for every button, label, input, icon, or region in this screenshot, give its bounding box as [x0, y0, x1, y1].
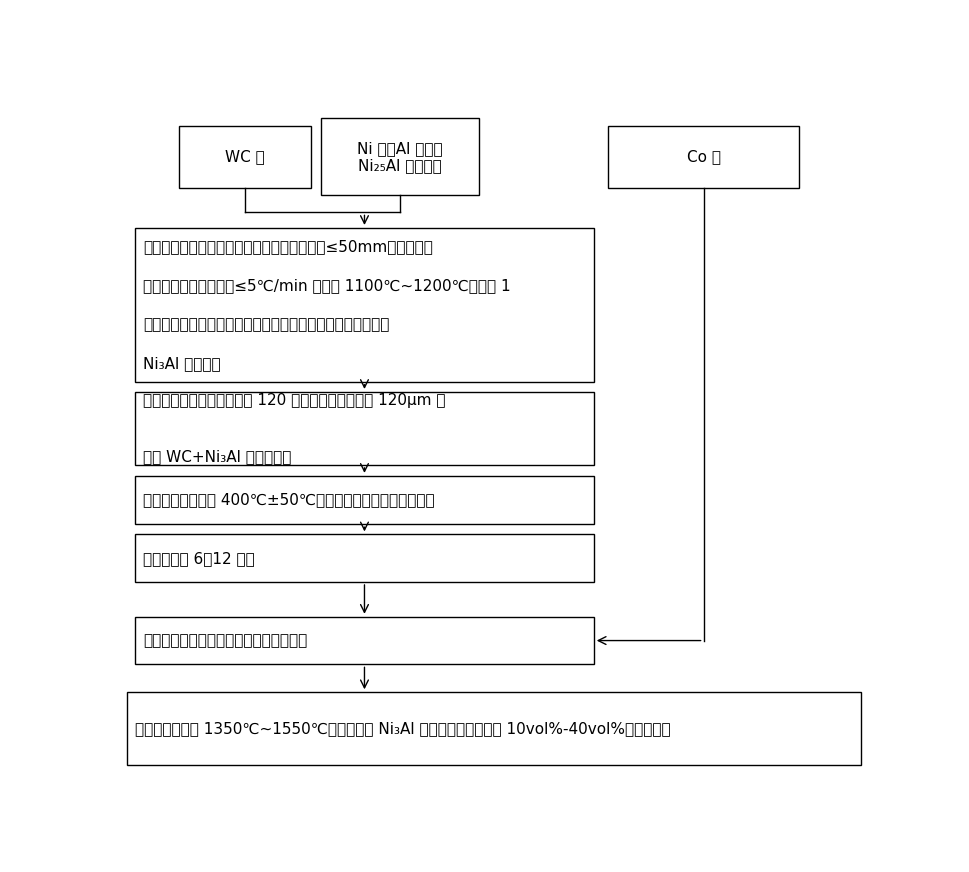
- Bar: [179, 126, 311, 187]
- Text: 压坯经低压液相 1350℃~1550℃烧结，获得 Ni₃Al 强化粘结相，体积为 10vol%-40vol%的硬质合金: 压坯经低压液相 1350℃~1550℃烧结，获得 Ni₃Al 强化粘结相，体积为…: [135, 721, 671, 736]
- Text: 湿磨混合，喂雾干燥，压制成型制成压坯: 湿磨混合，喂雾干燥，压制成型制成压坯: [142, 633, 307, 648]
- Text: 小时以上，然后自然冷却，获得碳化鴨与镕－铝金属间化合物: 小时以上，然后自然冷却，获得碳化鴨与镕－铝金属间化合物: [142, 317, 390, 332]
- Bar: [135, 392, 594, 465]
- Text: Ni 粉、Al 粉。按
Ni₂₅Al 成分配制: Ni 粉、Al 粉。按 Ni₂₅Al 成分配制: [358, 140, 443, 174]
- Text: WC 粉: WC 粉: [225, 149, 265, 165]
- Text: Co 粉: Co 粉: [687, 149, 721, 165]
- Bar: [135, 228, 594, 382]
- Text: 下的 WC+Ni₃Al 的混合粉末: 下的 WC+Ni₃Al 的混合粉末: [142, 449, 292, 464]
- Text: 预湿磨混合 6～12 小时: 预湿磨混合 6～12 小时: [142, 551, 255, 566]
- Bar: [321, 119, 480, 195]
- Text: 将上述混合粉末在 400℃±50℃的氢气氛氛下进行脱氧预处理: 将上述混合粉末在 400℃±50℃的氢气氛氛下进行脱氧预处理: [142, 493, 434, 508]
- Text: 将该混合物碾磨，破碎，过 120 目筛网，获得粒度为 120μm 以: 将该混合物碾磨，破碎，过 120 目筛网，获得粒度为 120μm 以: [142, 393, 446, 408]
- Text: 将粉末混合均匀后置于石墨容器中，铺平厚度≤50mm，在非氧化: 将粉末混合均匀后置于石墨容器中，铺平厚度≤50mm，在非氧化: [142, 239, 433, 254]
- Bar: [135, 535, 594, 582]
- Text: Ni₃Al 的混合物: Ni₃Al 的混合物: [142, 356, 221, 371]
- Bar: [127, 692, 861, 766]
- Bar: [608, 126, 799, 187]
- Bar: [135, 476, 594, 524]
- Text: 性气氛下，以升温速度≤5℃/min 加热至 1100℃~1200℃，保温 1: 性气氛下，以升温速度≤5℃/min 加热至 1100℃~1200℃，保温 1: [142, 278, 511, 293]
- Bar: [135, 617, 594, 664]
